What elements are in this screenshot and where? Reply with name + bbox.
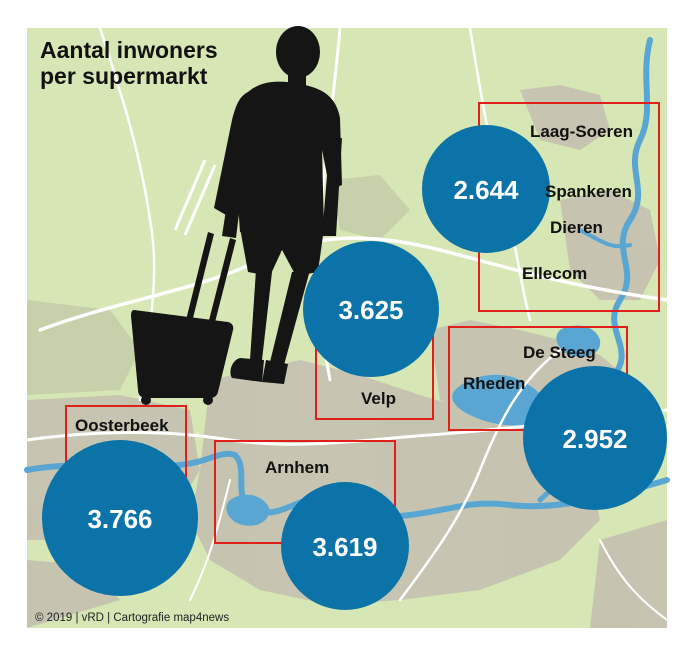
label-oosterbeek: Oosterbeek xyxy=(75,416,169,435)
label-arnhem: Arnhem xyxy=(265,458,329,477)
label-rheden: Rheden xyxy=(463,374,525,393)
label-ellecom: Ellecom xyxy=(522,264,587,283)
roads xyxy=(25,26,669,621)
value-oosterbeek: 3.766 xyxy=(87,504,152,534)
bubble-oosterbeek: 3.766 xyxy=(42,440,198,596)
title-line-1: Aantal inwoners xyxy=(40,37,218,63)
value-velp: 3.625 xyxy=(338,295,403,325)
value-bubbles: 2.644 3.625 2.952 3.766 3.619 xyxy=(42,125,667,610)
map-title: Aantal inwoners per supermarkt xyxy=(40,37,218,89)
label-laag-soeren: Laag-Soeren xyxy=(530,122,633,141)
credit-line: © 2019 | vRD | Cartografie map4news xyxy=(35,612,229,624)
traveler-silhouette xyxy=(131,26,342,405)
bubble-arnhem: 3.619 xyxy=(281,482,409,610)
town-labels: Laag-Soeren Spankeren Dieren Ellecom De … xyxy=(75,122,633,477)
lakes xyxy=(226,325,601,526)
title-line-2: per supermarkt xyxy=(40,63,208,89)
value-dieren: 2.644 xyxy=(453,175,519,205)
label-de-steeg: De Steeg xyxy=(523,343,596,362)
bubble-velp: 3.625 xyxy=(303,241,439,377)
value-arnhem: 3.619 xyxy=(312,532,377,562)
label-velp: Velp xyxy=(361,389,396,408)
bubble-dieren: 2.644 xyxy=(422,125,550,253)
bubble-rheden: 2.952 xyxy=(523,366,667,510)
airfield xyxy=(173,159,217,236)
label-spankeren: Spankeren xyxy=(545,182,632,201)
value-rheden: 2.952 xyxy=(562,424,627,454)
label-dieren: Dieren xyxy=(550,218,603,237)
